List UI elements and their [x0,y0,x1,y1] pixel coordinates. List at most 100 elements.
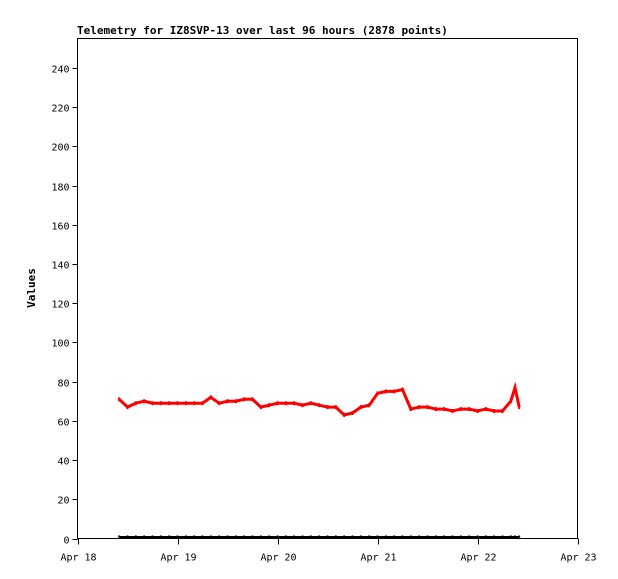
data-point [359,535,362,538]
data-point [418,405,421,410]
data-point [284,535,287,538]
data-point [326,535,329,538]
data-point [493,409,496,414]
data-point [334,405,337,410]
x-tick-label: Apr 23 [560,553,596,564]
data-point [384,535,387,538]
y-tick-label: 20 [57,496,69,507]
y-tick-label: 200 [51,143,69,154]
data-point [318,403,321,408]
data-point [218,535,221,538]
data-point [118,397,121,402]
data-point [126,405,129,410]
data-point [426,535,429,538]
data-point [176,401,179,406]
data-point [451,409,454,414]
data-point [426,405,429,410]
data-point [126,535,129,538]
y-tick-label: 120 [51,300,69,311]
data-point [351,411,354,416]
data-point [243,535,246,538]
data-point [159,401,162,406]
data-point [251,397,254,402]
data-point [243,397,246,402]
data-point [514,535,516,538]
data-point [134,401,137,406]
data-point [184,401,187,406]
data-point [226,399,229,404]
data-point [159,535,162,538]
data-point [201,401,204,406]
data-point [318,535,321,538]
data-point [268,403,271,408]
plot-frame [77,38,578,539]
x-tick-label: Apr 22 [460,553,496,564]
data-point [268,535,271,538]
y-tick-label: 80 [57,379,69,390]
data-point [401,535,404,538]
data-point [493,535,496,538]
data-point [518,535,521,538]
data-point [459,407,462,412]
data-point [476,409,479,414]
data-point [209,535,212,538]
data-point [168,535,171,538]
data-point [459,535,462,538]
data-point [393,389,396,394]
data-point [468,407,471,412]
x-tick-label: Apr 20 [260,553,296,564]
data-point [376,535,379,538]
x-tick-label: Apr 19 [160,553,196,564]
data-point [509,399,512,404]
data-point [418,535,421,538]
data-point [451,535,454,538]
data-point [276,535,279,538]
y-tick-label: 160 [51,222,69,233]
data-point [518,405,521,410]
data-point [118,535,121,538]
data-point [201,535,204,538]
data-point [293,535,296,538]
y-tick-label: 220 [51,104,69,115]
data-point [484,407,487,412]
data-point [234,535,237,538]
data-point [209,395,212,400]
data-point [301,403,304,408]
data-point [343,412,346,417]
data-point [376,391,379,396]
data-point [476,535,479,538]
data-point [409,535,412,538]
y-tick-label: 180 [51,183,69,194]
data-point [501,535,504,538]
y-axis-label: Values [25,268,38,308]
data-point [168,401,171,406]
data-point [326,405,329,410]
x-tick-label: Apr 21 [360,553,396,564]
data-point [276,401,279,406]
data-point [468,535,471,538]
data-point [509,535,512,538]
data-point [393,535,396,538]
data-point [234,399,237,404]
data-point [184,535,187,538]
data-point [176,535,179,538]
y-tick-label: 140 [51,261,69,272]
data-point [143,535,146,538]
data-point [401,387,404,392]
data-point [334,535,337,538]
data-point [309,535,312,538]
data-point [218,401,221,406]
data-point [301,535,304,538]
data-point [193,535,196,538]
data-point [409,407,412,412]
y-tick-label: 60 [57,418,69,429]
data-point [251,535,254,538]
x-tick-label: Apr 18 [60,553,96,564]
data-point [226,535,229,538]
data-point [193,401,196,406]
data-point [293,401,296,406]
data-point [134,535,137,538]
data-point [151,401,154,406]
data-point [143,399,146,404]
